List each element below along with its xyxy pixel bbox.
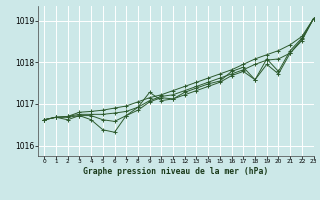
X-axis label: Graphe pression niveau de la mer (hPa): Graphe pression niveau de la mer (hPa)	[84, 167, 268, 176]
